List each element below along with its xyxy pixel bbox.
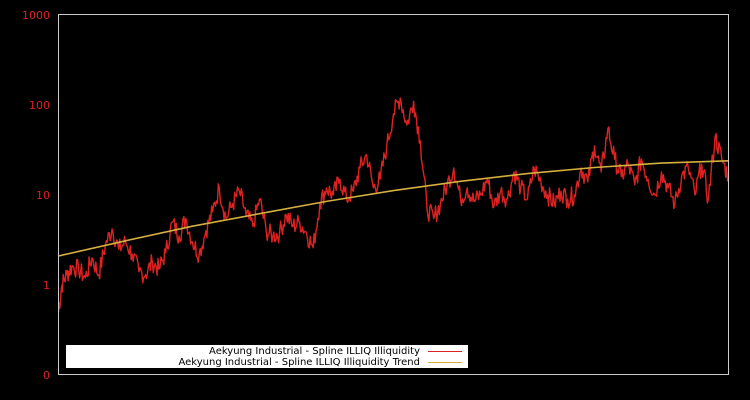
legend-swatch-red bbox=[428, 351, 462, 352]
y-tick-label: 100 bbox=[29, 99, 50, 112]
legend: Aekyung Industrial - Spline ILLIQ Illiqu… bbox=[66, 345, 468, 368]
legend-label: Aekyung Industrial - Spline ILLIQ Illiqu… bbox=[209, 346, 420, 357]
legend-swatch-gold bbox=[428, 362, 462, 363]
y-tick-label: 1 bbox=[43, 279, 50, 292]
y-tick-label: 10 bbox=[36, 189, 50, 202]
illiquidity-series-line bbox=[57, 97, 730, 313]
legend-label: Aekyung Industrial - Spline ILLIQ Illiqu… bbox=[178, 357, 420, 368]
y-tick-label: 1000 bbox=[22, 9, 50, 22]
plot-area bbox=[57, 97, 730, 313]
legend-item-illiquidity: Aekyung Industrial - Spline ILLIQ Illiqu… bbox=[209, 346, 462, 357]
trend-series-line bbox=[58, 160, 729, 257]
y-tick-label: 0 bbox=[43, 369, 50, 382]
legend-item-trend: Aekyung Industrial - Spline ILLIQ Illiqu… bbox=[178, 357, 462, 368]
plot-frame bbox=[58, 14, 729, 375]
